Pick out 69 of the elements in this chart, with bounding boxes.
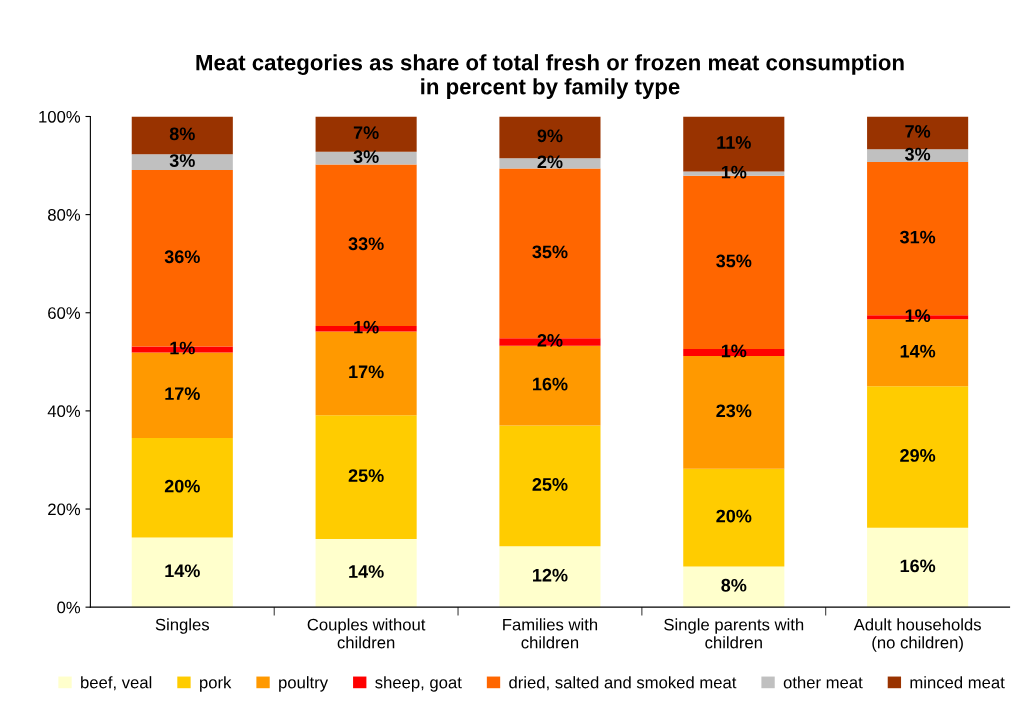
- data-label: 20%: [716, 509, 752, 523]
- data-label: 14%: [900, 344, 936, 358]
- bar: [499, 546, 601, 608]
- legend-label: dried, salted and smoked meat: [509, 676, 737, 691]
- data-label: 36%: [164, 250, 200, 264]
- legend-label: poultry: [279, 676, 329, 692]
- legend-label: other meat: [783, 676, 863, 689]
- legend-label: sheep, goat: [375, 676, 462, 692]
- data-label: 16%: [533, 377, 568, 391]
- data-label: 2%: [537, 155, 563, 169]
- y-tick-label: 60%: [48, 307, 81, 319]
- data-label: 14%: [165, 564, 200, 578]
- bar: [867, 149, 969, 163]
- data-label: 25%: [532, 478, 568, 491]
- legend-label: beef, veal: [81, 676, 152, 691]
- data-label: 14%: [349, 565, 384, 578]
- data-label: 17%: [349, 365, 384, 379]
- data-label: 3%: [904, 147, 931, 161]
- x-tick-label: Families with children: [503, 618, 598, 649]
- bar: [315, 415, 417, 539]
- bar: [683, 566, 785, 608]
- data-label: 35%: [532, 245, 568, 259]
- bar: [131, 437, 233, 538]
- bar: [315, 116, 417, 152]
- data-label: 33%: [348, 237, 384, 251]
- bar: [499, 425, 601, 547]
- x-tick-label: Couples without children: [307, 618, 426, 649]
- bar: [499, 345, 601, 426]
- data-label: 11%: [717, 136, 751, 149]
- data-label: 16%: [900, 559, 936, 573]
- y-tick-label: 80%: [48, 209, 81, 221]
- y-tick-label: 100%: [39, 110, 81, 123]
- bar: [867, 386, 969, 528]
- data-label: 29%: [900, 449, 936, 462]
- data-label: 12%: [533, 568, 568, 582]
- bar: [315, 538, 417, 608]
- data-label: 1%: [721, 344, 747, 358]
- y-tick-label: 20%: [48, 503, 81, 516]
- x-tick-label: Singles: [155, 618, 210, 634]
- data-label: 2%: [537, 334, 563, 347]
- chart-title: Meat categories as share of total fresh or frozen meat consumption in percent by family type: [196, 54, 904, 99]
- y-tick-label: 0%: [57, 601, 81, 614]
- bar: [131, 154, 233, 170]
- data-label: 1%: [170, 341, 195, 355]
- data-label: 20%: [164, 479, 200, 493]
- x-tick-label: Adult households (no children): [853, 618, 981, 652]
- bar: [315, 151, 417, 165]
- data-label: 9%: [537, 129, 563, 143]
- data-label: 3%: [353, 150, 379, 164]
- y-tick-label: 40%: [47, 405, 81, 418]
- data-label: 1%: [354, 320, 379, 334]
- data-label: 8%: [721, 578, 747, 592]
- data-label: 7%: [353, 126, 379, 139]
- data-label: 3%: [169, 154, 195, 167]
- data-label: 31%: [899, 230, 936, 244]
- data-label: 17%: [165, 387, 200, 400]
- bar: [131, 537, 233, 608]
- data-label: 1%: [905, 309, 931, 322]
- bar: [683, 468, 785, 567]
- bar: [867, 527, 969, 608]
- data-label: 35%: [716, 254, 752, 268]
- data-label: 8%: [169, 127, 195, 141]
- x-tick-label: Single parents with children: [664, 618, 804, 649]
- legend-label: pork: [200, 676, 232, 692]
- data-label: 25%: [348, 469, 384, 482]
- data-label: 23%: [716, 404, 752, 418]
- data-label: 7%: [905, 125, 931, 138]
- bar: [131, 116, 233, 155]
- legend-label: minced meat: [910, 676, 1005, 689]
